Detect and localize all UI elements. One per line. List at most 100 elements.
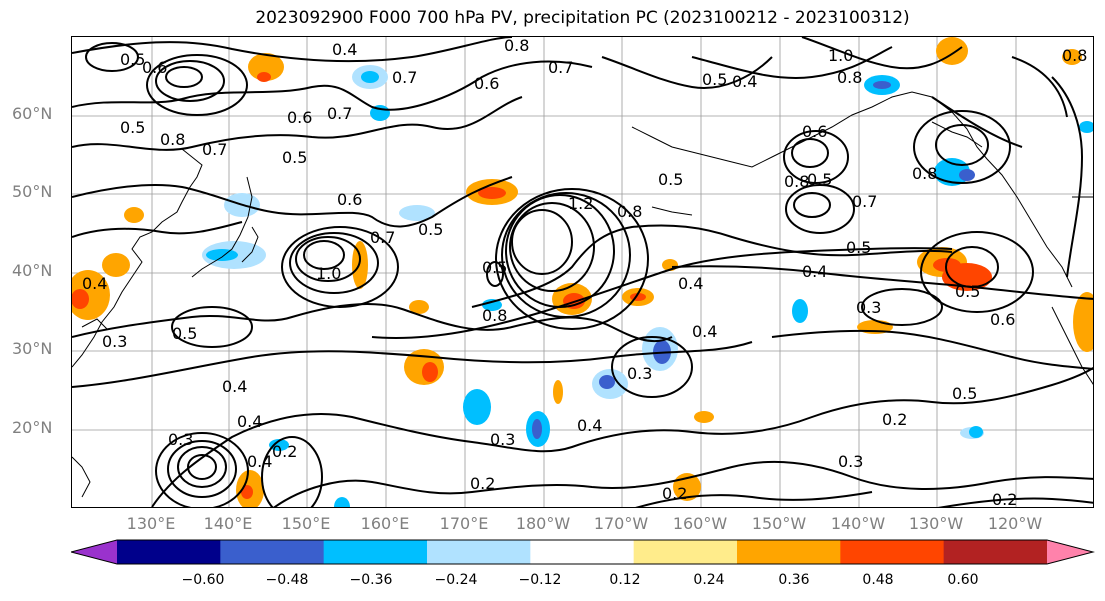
precip-negative (206, 249, 238, 261)
lon-label: 180°W (515, 514, 571, 533)
contour-label: 0.5 (846, 238, 871, 257)
precip-negative (482, 299, 502, 311)
precip-negative (532, 419, 542, 439)
contour-label: 0.6 (337, 190, 362, 209)
precip-positive (352, 241, 368, 289)
contour-label: 0.8 (837, 68, 862, 87)
contour-label: 0.8 (1062, 46, 1087, 65)
colorbar-segment (737, 540, 841, 564)
contour-label: 0.3 (627, 364, 652, 383)
precip-negative (969, 426, 983, 438)
precip-positive (694, 411, 714, 423)
precip-negative (792, 299, 808, 323)
precip-negative (959, 169, 975, 181)
colorbar-tick-label: 0.12 (609, 572, 641, 588)
contour-label: 0.4 (82, 274, 107, 293)
precip-negative (1079, 121, 1093, 133)
contour-label: 0.7 (548, 58, 573, 77)
lon-label: 160°E (360, 514, 410, 533)
contour-label: 0.7 (392, 68, 417, 87)
contour-label: 0.7 (370, 228, 395, 247)
map-canvas: 0.5 0.4 0.8 0.6 0.7 0.7 0.6 0.5 0.6 0.4 … (72, 37, 1093, 507)
precip-negative (361, 71, 379, 83)
colorbar-segment (530, 540, 635, 564)
precip-positive (102, 253, 130, 277)
precip-positive (257, 72, 271, 82)
contour-label: 0.5 (418, 220, 443, 239)
contour-label: 0.2 (662, 484, 687, 503)
lon-label: 150°E (281, 514, 331, 533)
precip-positive (124, 207, 144, 223)
precip-positive (1062, 49, 1082, 65)
colorbar (71, 539, 1095, 565)
precip-positive (248, 53, 284, 81)
precip-negative (334, 497, 350, 507)
colorbar-extend-high (1047, 540, 1093, 564)
contour-label: 0.4 (237, 412, 262, 431)
lat-label: 50°N (12, 182, 53, 201)
contour-label: 0.6 (474, 74, 499, 93)
contour-label: 0.4 (692, 322, 717, 341)
contour-label: 0.4 (577, 416, 602, 435)
lon-label: 130°W (908, 514, 964, 533)
lat-label: 30°N (12, 339, 53, 358)
lon-label: 160°W (672, 514, 728, 533)
precip-negative (463, 389, 491, 425)
colorbar-segment (117, 540, 221, 564)
colorbar-segment (323, 540, 428, 564)
colorbar-tick-label: −0.36 (349, 572, 393, 588)
lat-label: 60°N (12, 104, 53, 123)
contour-label: 0.5 (702, 70, 727, 89)
contour-label: 0.4 (802, 262, 827, 281)
pv-closed-contours (85, 42, 1034, 507)
contour-label: 0.2 (470, 474, 495, 493)
colorbar-tick-label: 0.48 (862, 572, 894, 588)
contour-label: 0.3 (856, 298, 881, 317)
contour-label: 0.4 (222, 377, 247, 396)
map-panel: 0.5 0.4 0.8 0.6 0.7 0.7 0.6 0.5 0.6 0.4 … (71, 36, 1094, 508)
precip-positive (478, 187, 506, 199)
contour-label: 0.8 (784, 172, 809, 191)
contour-label: 1.2 (568, 194, 593, 213)
contour-label: 0.6 (142, 58, 167, 77)
contour-label: 0.4 (332, 40, 357, 59)
contour-label: 0.8 (617, 202, 642, 221)
contour-label: 0.4 (247, 452, 272, 471)
colorbar-tick-label: −0.60 (181, 572, 225, 588)
contour-label: 0.6 (802, 122, 827, 141)
colorbar-tick-label: 0.24 (693, 572, 725, 588)
lon-label: 140°E (203, 514, 253, 533)
lon-label: 140°W (830, 514, 886, 533)
contour-label: 0.5 (120, 118, 145, 137)
contour-label: 0.5 (172, 324, 197, 343)
contour-label: 0.6 (287, 108, 312, 127)
contour-label: 0.8 (504, 37, 529, 55)
precip-negative (599, 375, 615, 389)
precip-negative (399, 205, 435, 221)
colorbar-outline (71, 539, 1095, 565)
contour-label: 0.5 (952, 384, 977, 403)
contour-label: 0.3 (102, 332, 127, 351)
contour-label: 0.8 (482, 306, 507, 325)
colorbar-segment (840, 540, 945, 564)
precip-negative (269, 439, 289, 451)
lon-label: 150°W (751, 514, 807, 533)
colorbar-tick-label: −0.48 (265, 572, 309, 588)
contour-label: 0.8 (160, 130, 185, 149)
colorbar-tick-label: −0.24 (434, 572, 478, 588)
contour-labels: 0.5 0.4 0.8 0.6 0.7 0.7 0.6 0.5 0.6 0.4 … (82, 37, 1087, 507)
lat-label: 20°N (12, 418, 53, 437)
precip-positive (72, 289, 89, 309)
contour-label: 0.3 (490, 430, 515, 449)
colorbar-segment (633, 540, 738, 564)
contour-label: 0.5 (482, 258, 507, 277)
precip-positive (422, 362, 438, 382)
colorbar-extend-low (71, 540, 117, 564)
contour-label: 0.7 (202, 140, 227, 159)
coastlines (72, 91, 1093, 498)
contour-label: 0.4 (732, 72, 757, 91)
contour-label: 0.4 (678, 274, 703, 293)
pv-contours (72, 37, 1093, 507)
page-title: 2023092900 F000 700 hPa PV, precipitatio… (255, 8, 910, 28)
contour-label: 0.5 (955, 282, 980, 301)
